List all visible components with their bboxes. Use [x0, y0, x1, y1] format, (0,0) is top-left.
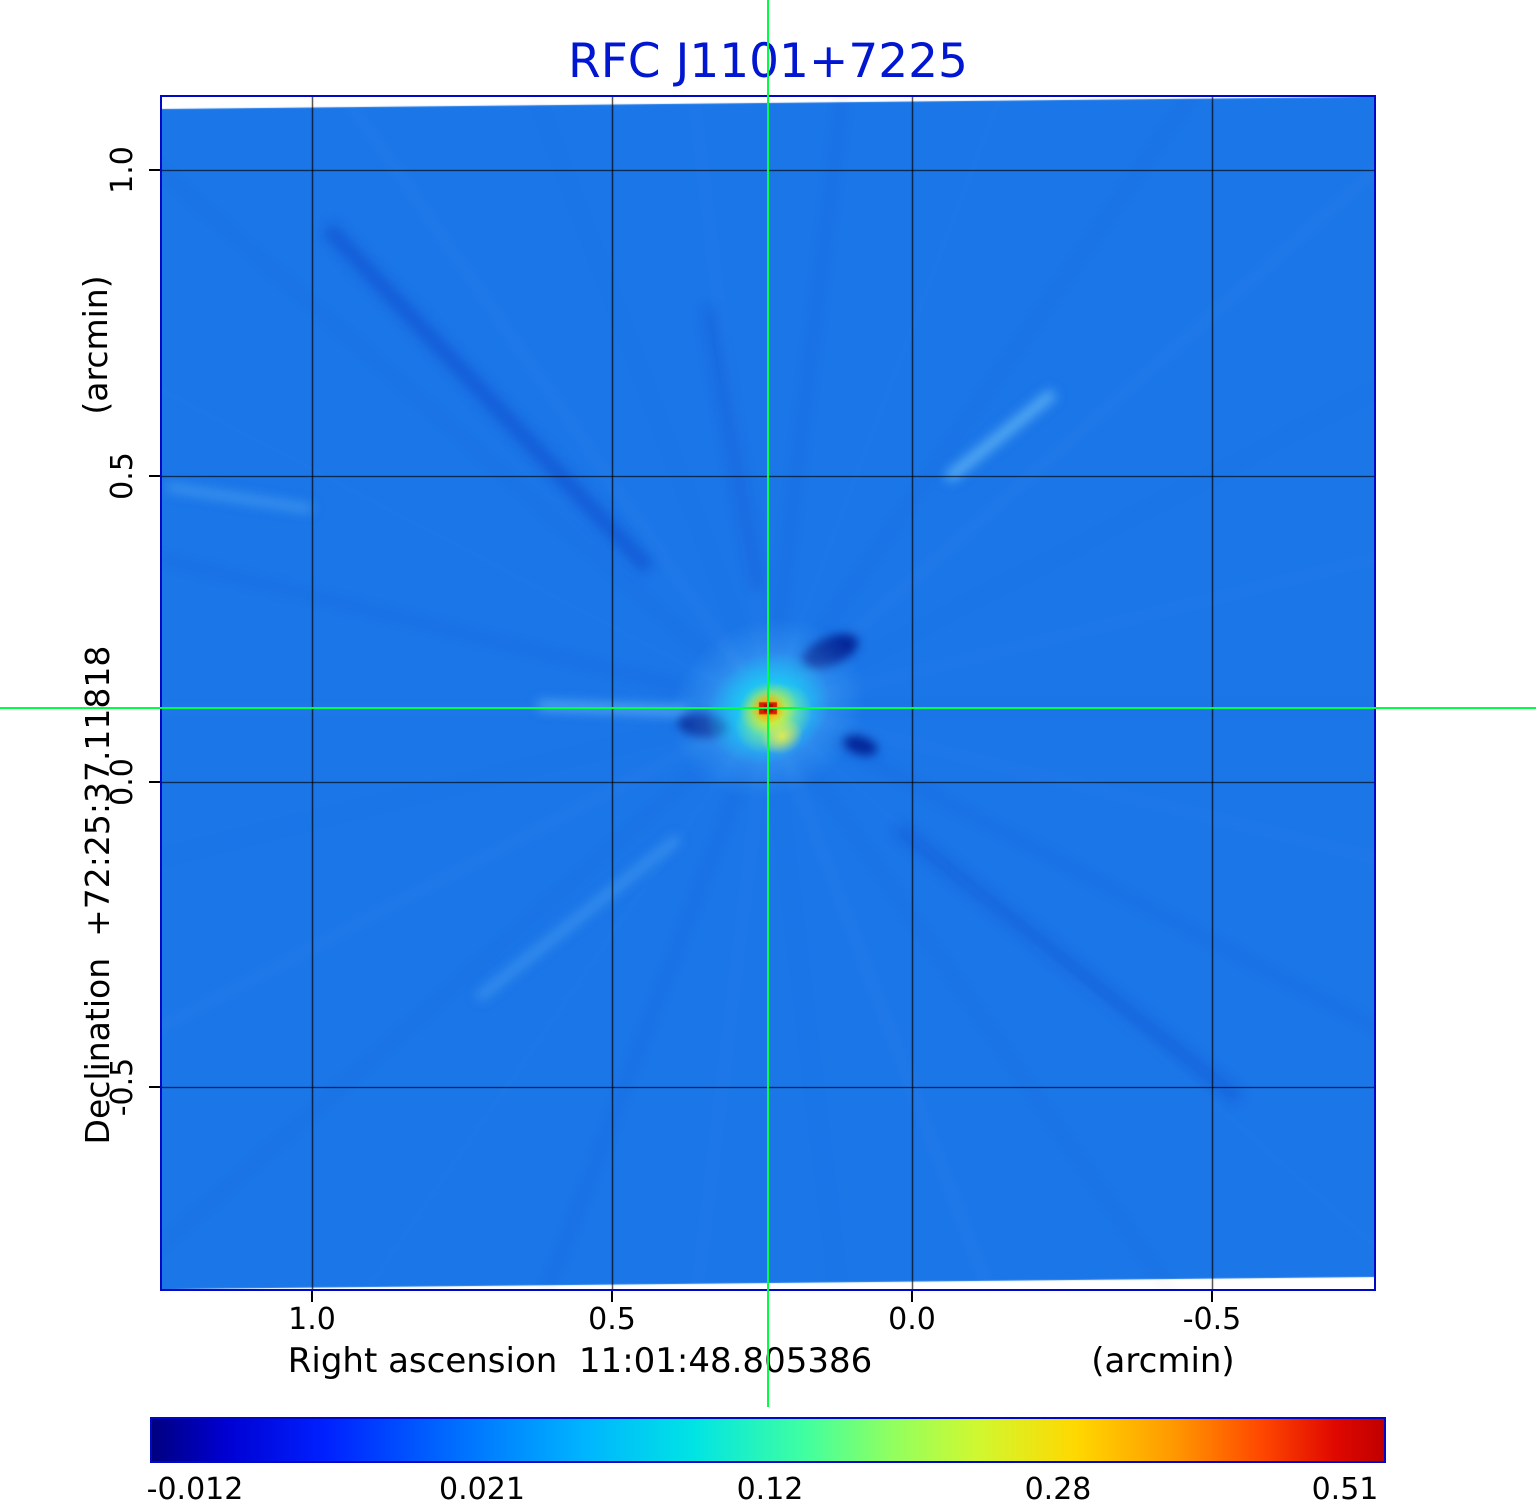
- x-axis-tick-mark: [1211, 1291, 1213, 1302]
- y-axis-tick-mark: [149, 780, 160, 783]
- y-tick-label: 1.0: [104, 146, 140, 194]
- x-axis-unit-label: (arcmin): [1091, 1341, 1235, 1381]
- crosshair-vertical: [767, 0, 769, 1407]
- colorbar-tick-label: 0.12: [736, 1472, 804, 1507]
- x-tick-label: -0.5: [1182, 1302, 1242, 1337]
- x-axis-tick-mark: [311, 1291, 313, 1302]
- x-axis-label: Right ascension 11:01:48.805386: [287, 1341, 873, 1381]
- x-tick-label: 0.0: [888, 1302, 936, 1337]
- y-axis-tick-mark: [149, 169, 160, 172]
- y-tick-label: 0.0: [104, 758, 140, 806]
- colorbar-tick-label: -0.012: [146, 1472, 244, 1507]
- x-axis-tick-mark: [911, 1291, 913, 1302]
- crosshair-horizontal: [0, 707, 1536, 710]
- colorbar-tick-label: 0.51: [1311, 1472, 1379, 1507]
- y-axis-tick-mark: [149, 474, 160, 477]
- x-tick-label: 0.5: [588, 1302, 636, 1337]
- y-tick-label: -0.5: [104, 1057, 140, 1117]
- y-axis-tick-mark: [149, 1086, 160, 1089]
- x-tick-label: 1.0: [288, 1302, 336, 1337]
- colorbar-tick-label: 0.28: [1024, 1472, 1092, 1507]
- y-tick-label: 0.5: [104, 452, 140, 500]
- x-axis-tick-mark: [611, 1291, 613, 1302]
- colorbar-gradient: [152, 1419, 1384, 1461]
- colorbar: [150, 1417, 1386, 1463]
- colorbar-tick-label: 0.021: [439, 1472, 525, 1507]
